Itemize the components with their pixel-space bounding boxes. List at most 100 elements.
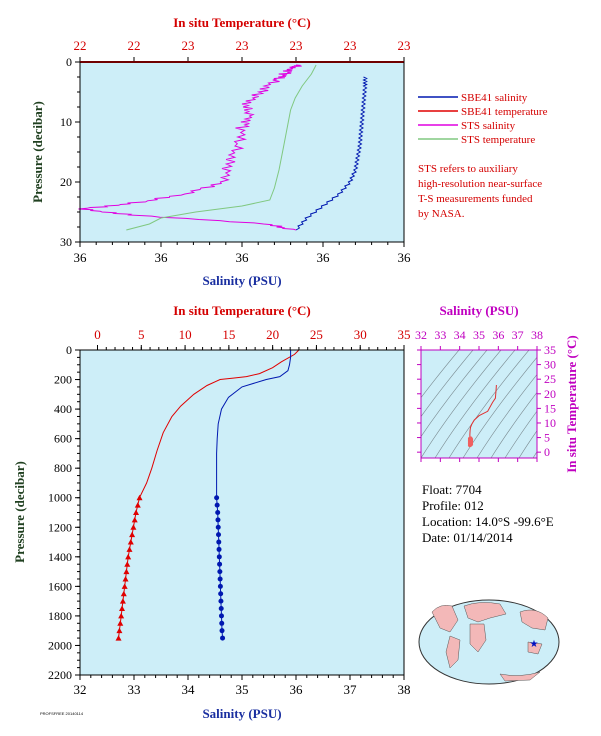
ts-panel: Salinity (PSU) 32 33 34 35 36 37 38 0510152025… xyxy=(415,303,579,473)
legend-label: STS salinity xyxy=(461,120,516,132)
bottom-y-tick-label: 200 xyxy=(54,373,72,387)
map-land xyxy=(431,602,549,682)
salinity-marker xyxy=(218,613,224,619)
ts-temp-tick-label: 0 xyxy=(544,445,550,459)
isopycnal-line xyxy=(434,350,516,458)
location: Location: 14.0°S -99.6°E xyxy=(422,514,554,529)
top-temp-tick-label: 23 xyxy=(290,38,303,53)
top-series-line xyxy=(295,76,368,231)
temperature-marker xyxy=(119,598,126,604)
bottom-temperature-axis-label: In situ Temperature (°C) xyxy=(173,303,311,318)
bottom-y-tick-label: 1000 xyxy=(48,491,72,505)
bottom-y-tick-label: 0 xyxy=(66,343,72,357)
ts-salinity-tick-labels: 32 33 34 35 36 37 38 xyxy=(415,328,543,342)
temperature-marker xyxy=(120,590,127,597)
salinity-marker xyxy=(217,569,223,575)
bottom-y-tick-label: 800 xyxy=(54,461,72,475)
ts-temp-tick-label: 15 xyxy=(544,401,556,415)
temperature-marker xyxy=(122,575,129,582)
bottom-temp-tick-label: 5 xyxy=(138,327,145,342)
bottom-salinity-tick-labels: 32 33 34 35 36 37 38 xyxy=(74,682,411,697)
salinity-marker xyxy=(214,495,220,501)
isopycnal-line xyxy=(448,350,530,458)
ts-sal-tick-label: 36 xyxy=(492,328,504,342)
temperature-marker xyxy=(134,502,141,508)
bottom-y-tick-label: 1200 xyxy=(48,520,72,534)
ts-series-group xyxy=(467,384,497,448)
ts-temp-tick-label: 10 xyxy=(544,416,556,430)
bottom-temp-tick-label: 35 xyxy=(398,327,411,342)
salinity-marker xyxy=(216,546,222,552)
salinity-marker xyxy=(219,628,225,634)
bottom-plot-frame xyxy=(79,349,405,676)
salinity-marker xyxy=(214,502,220,508)
temperature-marker xyxy=(127,539,134,545)
salinity-marker xyxy=(215,524,221,530)
salinity-marker xyxy=(216,539,222,545)
temperature-marker xyxy=(133,509,140,515)
isopycnal-line xyxy=(490,391,537,458)
ts-point xyxy=(468,436,473,441)
salinity-marker xyxy=(215,517,221,523)
top-legend: SBE41 salinity SBE41 temperature STS salin… xyxy=(418,92,548,146)
temperature-marker xyxy=(124,561,131,567)
top-sal-tick-label: 36 xyxy=(236,250,250,265)
sts-note-line: T-S measurements funded xyxy=(418,193,533,205)
bottom-temp-tick-label: 15 xyxy=(222,327,235,342)
temperature-marker xyxy=(119,605,126,612)
bottom-temp-tick-label: 30 xyxy=(354,327,367,342)
bottom-sal-tick-label: 35 xyxy=(236,682,249,697)
temperature-marker xyxy=(131,516,138,523)
top-series-line xyxy=(78,64,302,231)
isopycnal-line xyxy=(421,350,460,399)
bottom-temperature-tick-labels: 0 5 10 15 20 25 30 35 xyxy=(94,327,410,342)
salinity-marker xyxy=(218,598,224,604)
ts-plot-background xyxy=(421,350,537,458)
ts-temperature-axis-label: In situ Temperature (°C) xyxy=(564,335,579,473)
ts-temp-tick-label: 35 xyxy=(544,343,556,357)
ts-sal-tick-label: 35 xyxy=(473,328,485,342)
ts-temp-tick-label: 30 xyxy=(544,358,556,372)
top-sal-tick-label: 36 xyxy=(398,250,412,265)
bottom-sal-tick-label: 37 xyxy=(344,682,358,697)
ts-sal-tick-label: 32 xyxy=(415,328,427,342)
top-y-tick-label: 10 xyxy=(60,115,72,129)
salinity-marker xyxy=(217,576,223,582)
isopycnal-line xyxy=(476,374,537,458)
temperature-marker xyxy=(121,583,128,589)
ts-sal-tick-label: 38 xyxy=(531,328,543,342)
profile-number: Profile: 012 xyxy=(422,498,484,513)
top-temp-tick-label: 22 xyxy=(128,38,141,53)
ts-sal-tick-label: 33 xyxy=(434,328,446,342)
top-sal-tick-label: 36 xyxy=(317,250,331,265)
bottom-panel: In situ Temperature (°C) 0 5 10 15 20 25 30 35 … xyxy=(12,303,411,721)
top-temp-tick-label: 23 xyxy=(398,38,411,53)
bottom-temp-tick-label: 10 xyxy=(179,327,192,342)
top-pressure-axis-label: Pressure (decibar) xyxy=(30,101,45,203)
top-y-tick-label: 0 xyxy=(66,55,72,69)
legend-label: SBE41 temperature xyxy=(461,106,548,118)
bottom-temp-tick-label: 20 xyxy=(266,327,279,342)
footer-tag: PROFSFREE 20140114 xyxy=(40,711,84,716)
bottom-y-tick-label: 600 xyxy=(54,432,72,446)
top-temp-tick-label: 23 xyxy=(236,38,249,53)
bottom-plot-background xyxy=(80,350,404,675)
bottom-y-tick-label: 1600 xyxy=(48,579,72,593)
bottom-y-tick-label: 2200 xyxy=(48,668,72,682)
isopycnal-line xyxy=(462,356,537,458)
sts-note-line: STS refers to auxiliary xyxy=(418,163,518,175)
top-temperature-tick-labels: 22 22 23 23 23 23 23 xyxy=(74,38,411,53)
ts-temp-tick-label: 25 xyxy=(544,372,556,386)
salinity-marker xyxy=(218,606,224,612)
top-temperature-axis-label: In situ Temperature (°C) xyxy=(173,15,311,30)
bottom-salinity-axis-label: Salinity (PSU) xyxy=(202,706,281,721)
salinity-marker xyxy=(218,591,224,597)
legend-label: SBE41 salinity xyxy=(461,92,528,104)
top-temp-tick-label: 23 xyxy=(344,38,357,53)
ts-sal-tick-label: 37 xyxy=(512,328,524,342)
ts-temp-tick-label: 5 xyxy=(544,431,550,445)
bottom-sal-tick-label: 33 xyxy=(128,682,141,697)
isopycnal-line xyxy=(421,350,474,418)
salinity-marker xyxy=(216,532,222,538)
